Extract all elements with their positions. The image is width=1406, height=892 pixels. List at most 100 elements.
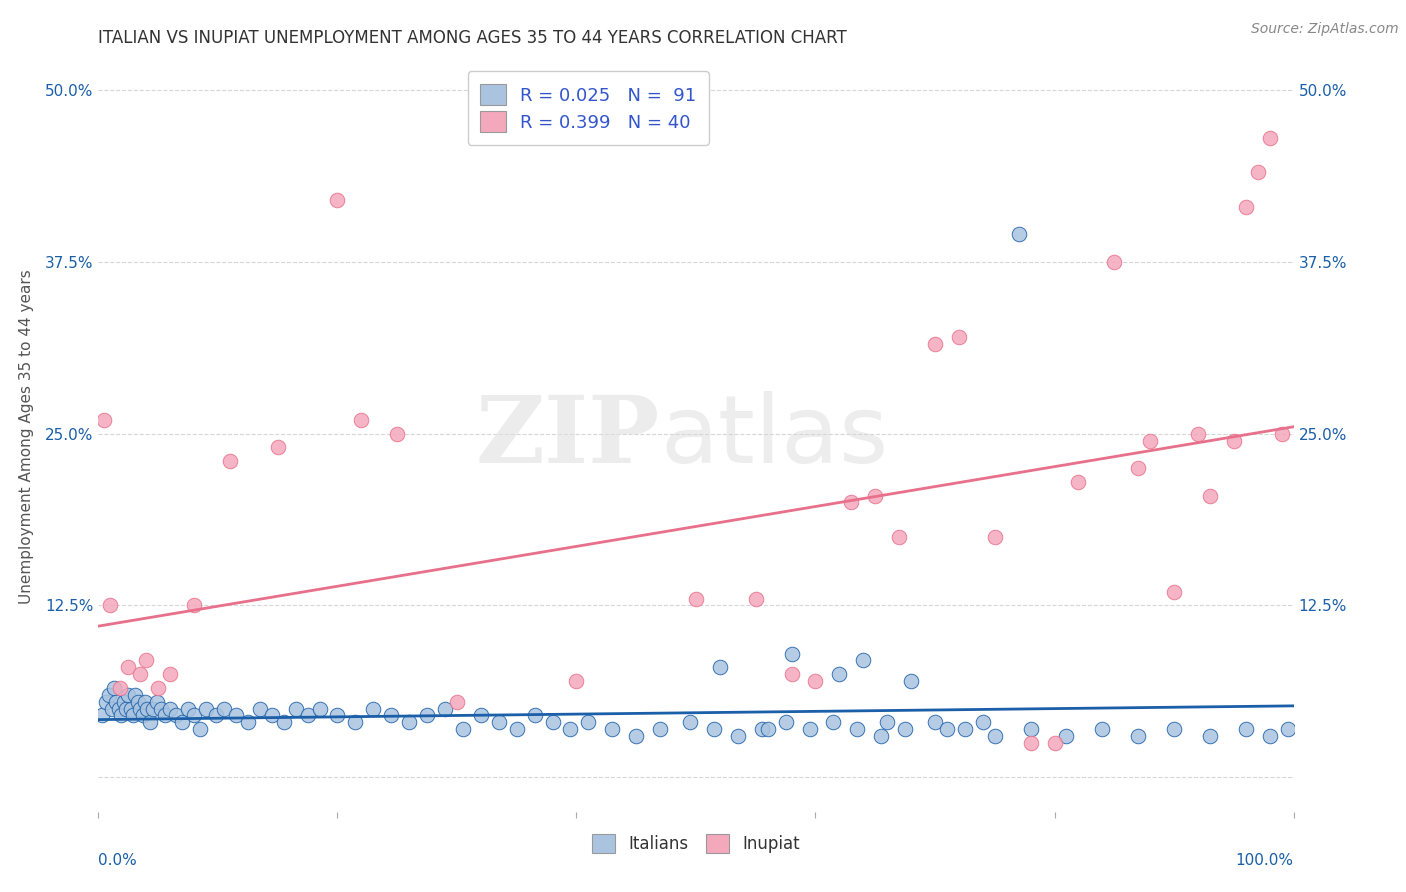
Point [1128,461,1150,475]
Point [344,715,367,730]
Point [267,441,290,455]
Point [1277,723,1299,737]
Text: ZIP: ZIP [475,392,661,482]
Point [120,701,142,715]
Point [204,708,226,723]
Point [1163,584,1185,599]
Point [122,708,145,723]
Point [1043,736,1066,750]
Point [131,708,153,723]
Point [1234,723,1257,737]
Point [108,681,131,695]
Point [865,489,887,503]
Point [506,723,529,737]
Point [1091,723,1114,737]
Point [1199,489,1222,503]
Point [1163,723,1185,737]
Point [115,701,138,715]
Point [326,708,349,723]
Text: ITALIAN VS INUPIAT UNEMPLOYMENT AMONG AGES 35 TO 44 YEARS CORRELATION CHART: ITALIAN VS INUPIAT UNEMPLOYMENT AMONG AG… [98,29,848,47]
Point [183,599,205,613]
Point [142,701,165,715]
Point [139,715,162,730]
Point [308,701,330,715]
Point [188,723,211,737]
Point [451,723,474,737]
Point [780,647,803,661]
Point [124,688,146,702]
Point [326,193,349,207]
Point [260,708,283,723]
Point [523,708,546,723]
Point [578,715,600,730]
Point [103,681,125,695]
Text: atlas: atlas [661,391,889,483]
Point [650,723,672,737]
Point [94,695,117,709]
Point [709,660,731,674]
Point [703,723,725,737]
Text: 100.0%: 100.0% [1236,853,1294,868]
Point [165,708,187,723]
Point [416,708,439,723]
Point [159,701,181,715]
Point [363,701,385,715]
Point [626,729,648,743]
Point [894,723,917,737]
Point [756,723,779,737]
Point [828,667,851,681]
Point [100,701,122,715]
Point [225,708,247,723]
Point [870,729,893,743]
Point [924,715,946,730]
Point [1258,729,1281,743]
Legend: Italians, Inupiat: Italians, Inupiat [585,827,807,860]
Point [1139,434,1161,448]
Point [98,688,121,702]
Point [727,729,749,743]
Point [841,495,863,509]
Point [93,413,115,427]
Point [745,591,768,606]
Point [284,701,307,715]
Point [602,723,624,737]
Point [117,660,139,674]
Point [751,723,773,737]
Point [889,530,911,544]
Point [219,454,242,468]
Point [948,330,970,344]
Point [1223,434,1246,448]
Point [149,701,172,715]
Point [470,708,492,723]
Point [129,701,152,715]
Point [679,715,702,730]
Point [560,723,582,737]
Point [117,688,139,702]
Point [146,695,169,709]
Point [249,701,271,715]
Point [1234,200,1257,214]
Point [446,695,468,709]
Text: Source: ZipAtlas.com: Source: ZipAtlas.com [1251,22,1399,37]
Point [1008,227,1031,242]
Point [953,723,976,737]
Point [565,674,588,689]
Point [823,715,845,730]
Point [135,653,157,667]
Point [852,653,875,667]
Point [297,708,319,723]
Point [685,591,707,606]
Point [1067,475,1090,489]
Point [1187,426,1209,441]
Point [159,667,181,681]
Point [129,667,152,681]
Point [273,715,295,730]
Point [155,708,177,723]
Point [984,729,1007,743]
Point [1128,729,1150,743]
Point [799,723,821,737]
Point [876,715,898,730]
Point [136,701,159,715]
Point [780,667,803,681]
Point [804,674,827,689]
